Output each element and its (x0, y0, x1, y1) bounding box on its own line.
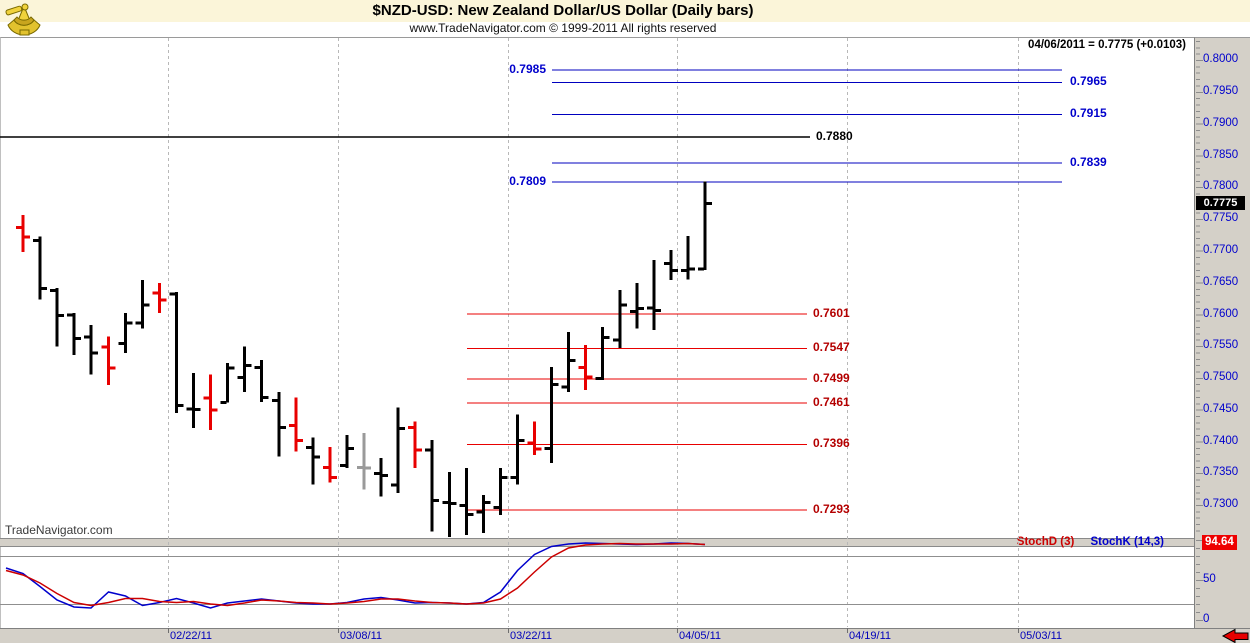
stoch-axis-label: 50 (1203, 573, 1216, 585)
support-level-label: 0.7293 (813, 501, 850, 516)
support-level-label: 0.7547 (813, 340, 850, 354)
date-axis-label: 03/22/11 (510, 630, 553, 642)
legend-stochk[interactable]: StochK (14,3) (1090, 536, 1165, 548)
price-axis-label: 0.7750 (1203, 212, 1239, 224)
price-axis-label: 0.7650 (1203, 275, 1239, 288)
date-axis-label: 03/08/11 (340, 630, 383, 642)
current-price-badge: 0.7775 (1196, 196, 1245, 210)
price-axis-label: 0.7600 (1203, 307, 1239, 320)
support-level-label: 0.7601 (813, 305, 850, 320)
price-axis-label: 0.7950 (1203, 85, 1239, 97)
support-level-label: 0.7461 (813, 394, 850, 409)
date-axis-label: 02/22/11 (170, 630, 213, 642)
stoch-legend: StochD (3) StochK (14,3) (990, 536, 1164, 548)
resistance-level-label: 0.7809 (509, 173, 546, 188)
price-axis-label: 0.7400 (1203, 434, 1239, 447)
subheader-band (0, 22, 1250, 37)
price-axis-label: 0.7350 (1203, 466, 1239, 478)
pivot-level-label: 0.7880 (816, 128, 853, 143)
watermark: TradeNavigator.com (5, 523, 113, 537)
date-axis-label: 05/03/11 (1020, 630, 1063, 642)
resistance-level-label: 0.7965 (1070, 74, 1107, 88)
price-axis-label: 0.8000 (1203, 53, 1239, 65)
chart-title: $NZD-USD: New Zealand Dollar/US Dollar (… (372, 2, 754, 19)
support-level-label: 0.7499 (813, 370, 850, 385)
price-axis-label: 0.7450 (1203, 402, 1239, 415)
support-level-label: 0.7396 (813, 436, 850, 450)
resistance-level-label: 0.7985 (509, 61, 546, 76)
stoch-value-badge: 94.64 (1202, 535, 1237, 550)
price-axis-label: 0.7500 (1203, 371, 1239, 383)
scroll-left-arrow-icon[interactable] (1221, 628, 1249, 643)
sextant-logo-icon (5, 3, 41, 36)
price-axis-label: 0.7900 (1203, 116, 1239, 129)
price-axis-label: 0.7550 (1203, 339, 1239, 351)
price-chart-area[interactable] (0, 37, 1194, 628)
price-axis-label: 0.7300 (1203, 498, 1239, 510)
price-axis-label: 0.7800 (1203, 180, 1239, 192)
date-axis-label: 04/19/11 (849, 630, 892, 642)
price-axis-label: 0.7700 (1203, 243, 1239, 256)
date-axis-strip[interactable] (0, 628, 1250, 643)
resistance-level-label: 0.7839 (1070, 154, 1107, 169)
resistance-level-label: 0.7915 (1070, 106, 1107, 120)
last-quote-info: 04/06/2011 = 0.7775 (+0.0103) (1028, 39, 1186, 51)
price-axis-strip[interactable] (1194, 37, 1250, 628)
date-axis-label: 04/05/11 (679, 630, 722, 642)
chart-subtitle: www.TradeNavigator.com © 1999-2011 All r… (409, 21, 717, 35)
stoch-axis-label: 0 (1203, 613, 1210, 625)
price-axis-label: 0.7850 (1203, 148, 1239, 161)
legend-stochd[interactable]: StochD (3) (1016, 536, 1075, 548)
header-band (0, 0, 1250, 22)
